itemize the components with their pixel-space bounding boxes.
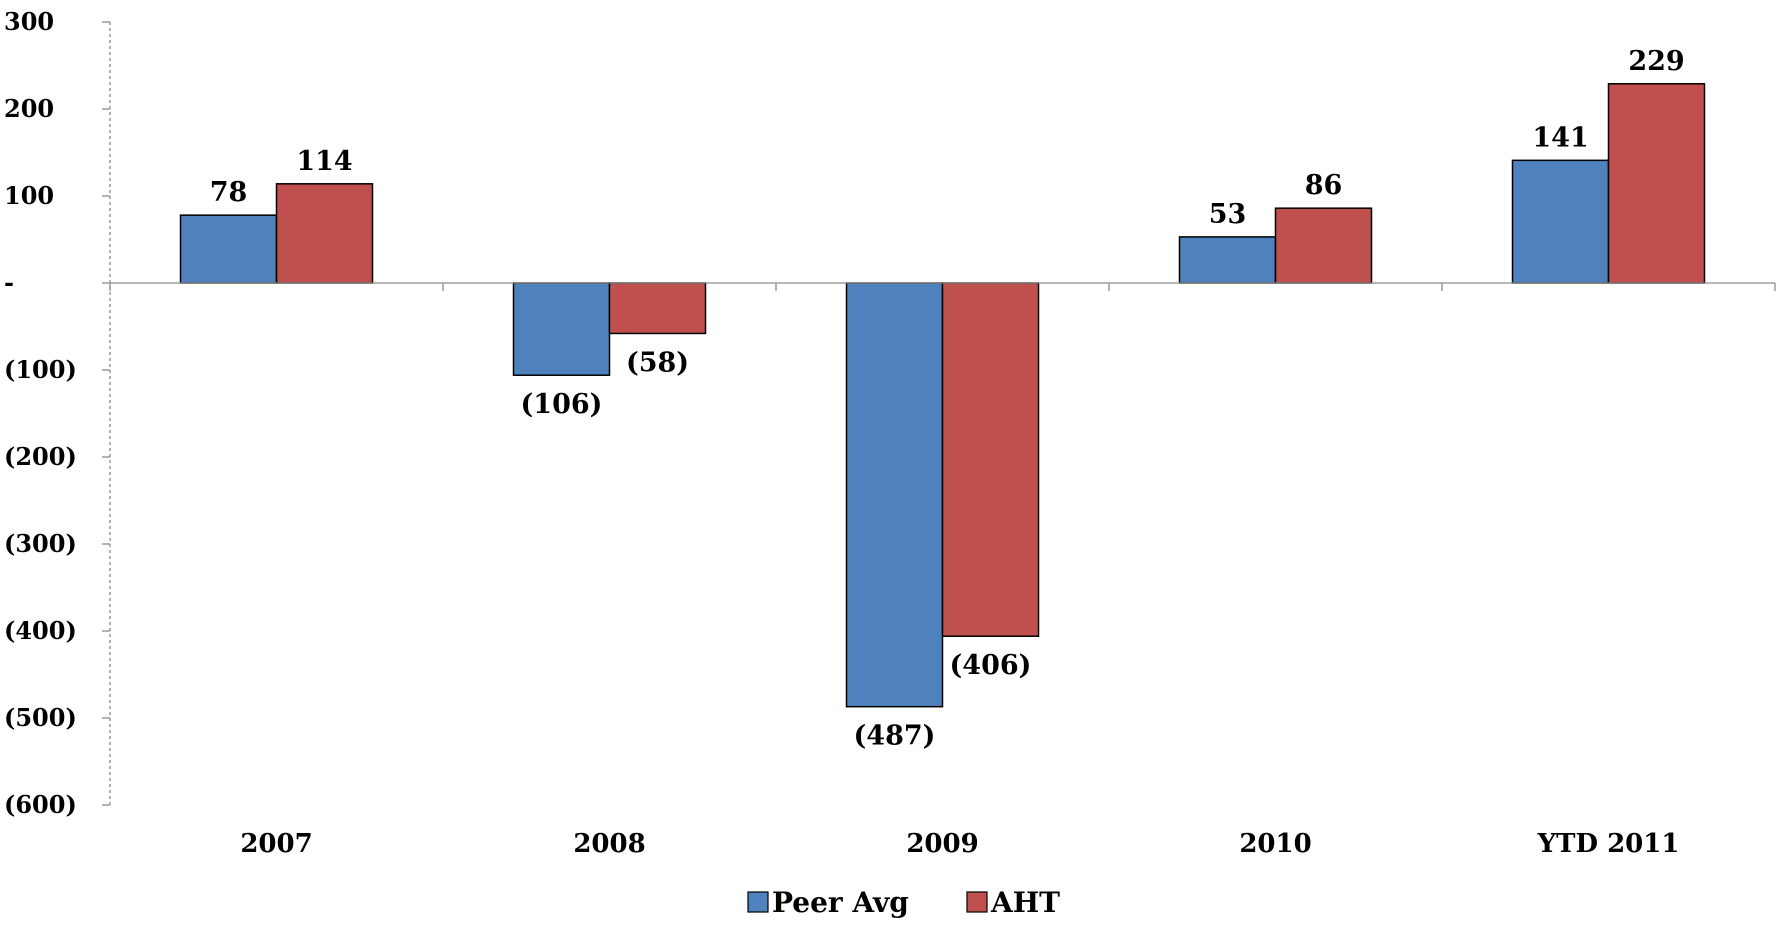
- bar-peer-avg: [179, 214, 278, 284]
- y-tick-label: -: [4, 268, 14, 297]
- x-axis: 2007 2008 2009 2010 YTD 2011: [109, 282, 1776, 859]
- legend-label: Peer Avg: [772, 886, 909, 919]
- data-labels: 78 (106) (487) 53 141 114 (58) (406) 86 229: [210, 46, 1685, 752]
- bar-aht: [275, 183, 374, 284]
- bar-aht: [1274, 207, 1373, 284]
- bar-aht: [941, 282, 1040, 637]
- data-label: 114: [296, 146, 352, 177]
- y-tick-label: (300): [4, 529, 77, 558]
- data-label: (406): [950, 650, 1032, 681]
- data-label: 78: [210, 177, 248, 208]
- y-tick-label: (600): [4, 790, 77, 819]
- x-tick-label: YTD 2011: [1537, 829, 1680, 859]
- data-label: 141: [1532, 122, 1588, 153]
- y-axis: 300 200 100 - (100) (200) (300) (400) (500) (600): [4, 7, 111, 819]
- bar-peer-avg: [1511, 159, 1610, 284]
- x-tick-label: 2010: [1239, 829, 1311, 859]
- legend-swatch-peer-avg: [747, 891, 769, 913]
- data-label: 53: [1209, 199, 1247, 230]
- legend-label: AHT: [990, 886, 1060, 919]
- bar-aht: [608, 282, 707, 335]
- y-tick-label: 100: [4, 181, 54, 210]
- data-label: (106): [521, 389, 603, 420]
- y-tick-label: (500): [4, 703, 77, 732]
- y-tick-label: (200): [4, 442, 77, 471]
- legend: Peer Avg AHT: [747, 886, 1060, 919]
- y-tick-label: 300: [4, 7, 54, 36]
- data-label: 86: [1305, 170, 1343, 201]
- bars: [179, 83, 1706, 708]
- y-tick-label: (100): [4, 355, 77, 384]
- bar-aht: [1607, 83, 1706, 284]
- legend-swatch-aht: [966, 891, 988, 913]
- data-label: (487): [854, 721, 936, 752]
- x-tick-label: 2007: [240, 829, 312, 859]
- data-label: 229: [1628, 46, 1684, 77]
- x-tick-label: 2009: [906, 829, 978, 859]
- bar-peer-avg: [512, 282, 611, 376]
- y-tick-label: 200: [4, 94, 54, 123]
- y-tick-label: (400): [4, 616, 77, 645]
- bar-peer-avg: [845, 282, 944, 708]
- data-label: (58): [626, 347, 689, 378]
- x-tick-label: 2008: [573, 829, 645, 859]
- bar-peer-avg: [1178, 236, 1277, 284]
